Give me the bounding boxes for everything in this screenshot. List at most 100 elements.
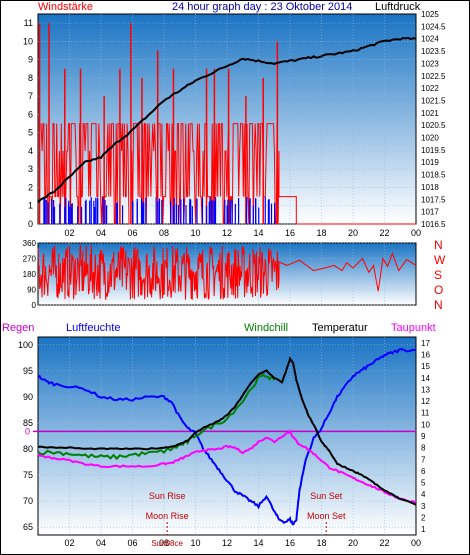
pressure-tick-label: 1016.5 xyxy=(421,220,446,229)
panel-temp-x-axis: 02 04 06 08 10 12 14 16 18 20 22 00 Sun08ce xyxy=(64,538,421,548)
wind-tick-label: 8 xyxy=(28,73,33,83)
pressure-line xyxy=(37,36,417,204)
x-tick-label: 14 xyxy=(253,538,263,548)
x-tick-label: 10 xyxy=(190,538,200,548)
wind-gust-series xyxy=(43,196,276,224)
regen-label: Regen xyxy=(2,322,34,334)
direction-tick-label: 180 xyxy=(23,270,37,279)
humidity-tick-label: 90 xyxy=(23,392,33,402)
windchill-line xyxy=(37,373,276,461)
temperature-tick-label: 6 xyxy=(421,467,426,476)
x-tick-label: 02 xyxy=(64,228,74,238)
compass-label: S xyxy=(434,268,442,282)
wind-direction-line xyxy=(37,244,417,300)
pressure-tick-label: 1018.5 xyxy=(421,171,446,180)
temperature-tick-label: 5 xyxy=(421,479,426,488)
direction-tick-label: 270 xyxy=(23,255,37,264)
wind-tick-label: 9 xyxy=(28,55,33,65)
temperature-tick-label: 14 xyxy=(421,374,430,383)
chart-title: 24 hour graph day : 23 Oktober 2014 xyxy=(172,1,352,13)
pressure-tick-label: 1019.5 xyxy=(421,146,446,155)
humidity-tick-label: 75 xyxy=(23,470,33,480)
wind-tick-label: 1 xyxy=(28,201,33,211)
pressure-tick-label: 1022.5 xyxy=(421,72,446,81)
pressure-tick-label: 1020.5 xyxy=(421,121,446,130)
x-tick-label: 04 xyxy=(96,228,106,238)
temperature-tick-label: 11 xyxy=(421,409,430,418)
temperature-tick-label: 16 xyxy=(421,350,430,359)
humidity-left-axis: 65 70 75 80 85 90 95 100 xyxy=(18,340,33,532)
pressure-tick-label: 1025 xyxy=(421,10,439,19)
compass-label: O xyxy=(434,283,443,297)
temperature-tick-label: 17 xyxy=(421,339,430,348)
sun-set-label: Sun Set xyxy=(310,491,343,501)
pressure-tick-label: 1024 xyxy=(421,35,439,44)
direction-left-axis: 0 90 180 270 360 xyxy=(23,239,37,310)
panel-wind-x-axis: 02 04 06 08 10 12 14 16 18 20 22 00 xyxy=(64,228,421,238)
pressure-tick-label: 1024.5 xyxy=(421,22,446,31)
pressure-tick-label: 1017 xyxy=(421,208,439,217)
moon-rise-label: Moon Rise xyxy=(146,511,189,521)
pressure-right-axis: 1016.5 1017 1017.5 1018 1018.5 1019 1019.5 1020… xyxy=(421,10,446,229)
zero-label: 0 xyxy=(25,426,30,436)
direction-tick-label: 360 xyxy=(23,239,37,248)
temperature-tick-label: 3 xyxy=(421,502,426,511)
wind-tick-label: 0 xyxy=(28,219,33,229)
temperature-tick-label: 8 xyxy=(421,444,426,453)
dewpoint-line xyxy=(37,429,417,504)
wind-tick-label: 2 xyxy=(28,182,33,192)
x-tick-label: 18 xyxy=(316,228,326,238)
x-tick-label: 14 xyxy=(253,228,263,238)
luftdruck-label: Luftdruck xyxy=(375,1,421,13)
wind-left-axis: 0 1 2 3 4 5 6 7 8 9 10 11 xyxy=(23,18,33,229)
compass-label: W xyxy=(434,253,446,267)
x-tick-label: 16 xyxy=(285,228,295,238)
direction-tick-label: 0 xyxy=(32,301,37,310)
x-tick-label: 06 xyxy=(127,538,137,548)
humidity-tick-label: 80 xyxy=(23,444,33,454)
temperature-tick-label: 7 xyxy=(421,455,426,464)
luftfeuchte-label: Luftfeuchte xyxy=(66,322,120,334)
pressure-tick-label: 1022 xyxy=(421,84,439,93)
x-tick-label: 20 xyxy=(348,538,358,548)
temperature-tick-label: 9 xyxy=(421,432,426,441)
wind-tick-label: 6 xyxy=(28,109,33,119)
pressure-tick-label: 1020 xyxy=(421,134,439,143)
compass-label: N xyxy=(434,238,443,252)
x-tick-label: 22 xyxy=(379,228,389,238)
pressure-tick-label: 1018 xyxy=(421,183,439,192)
x-tick-label: 18 xyxy=(316,538,326,548)
x-tick-label: 04 xyxy=(96,538,106,548)
moon-set-label: Moon Set xyxy=(307,511,346,521)
sunrise-axis-label: Sun08ce xyxy=(151,539,183,548)
wind-tick-label: 5 xyxy=(28,128,33,138)
temperature-tick-label: 4 xyxy=(421,490,426,499)
wind-tick-label: 7 xyxy=(28,91,33,101)
temperature-tick-label: 2 xyxy=(421,514,426,523)
temperature-tick-label: 13 xyxy=(421,385,430,394)
direction-tick-label: 90 xyxy=(27,286,36,295)
x-tick-label: 16 xyxy=(285,538,295,548)
wind-tick-label: 3 xyxy=(28,164,33,174)
x-tick-label: 12 xyxy=(222,538,232,548)
temperature-line xyxy=(37,356,417,506)
temperature-tick-label: 12 xyxy=(421,397,430,406)
x-tick-label: 02 xyxy=(64,538,74,548)
x-tick-label: 00 xyxy=(411,538,421,548)
humidity-tick-label: 70 xyxy=(23,496,33,506)
pressure-tick-label: 1021.5 xyxy=(421,96,446,105)
pressure-tick-label: 1021 xyxy=(421,109,439,118)
windchill-label: Windchill xyxy=(244,322,288,334)
wind-tick-label: 11 xyxy=(24,18,33,28)
taupunkt-label: Taupunkt xyxy=(391,322,436,334)
x-tick-label: 22 xyxy=(379,538,389,548)
windstaerke-label: Windstärke xyxy=(38,1,93,13)
temperature-tick-label: 15 xyxy=(421,362,430,371)
pressure-tick-label: 1017.5 xyxy=(421,195,446,204)
pressure-tick-label: 1023.5 xyxy=(421,47,446,56)
temperature-tick-label: 10 xyxy=(421,420,430,429)
sun-rise-label: Sun Rise xyxy=(149,491,186,501)
